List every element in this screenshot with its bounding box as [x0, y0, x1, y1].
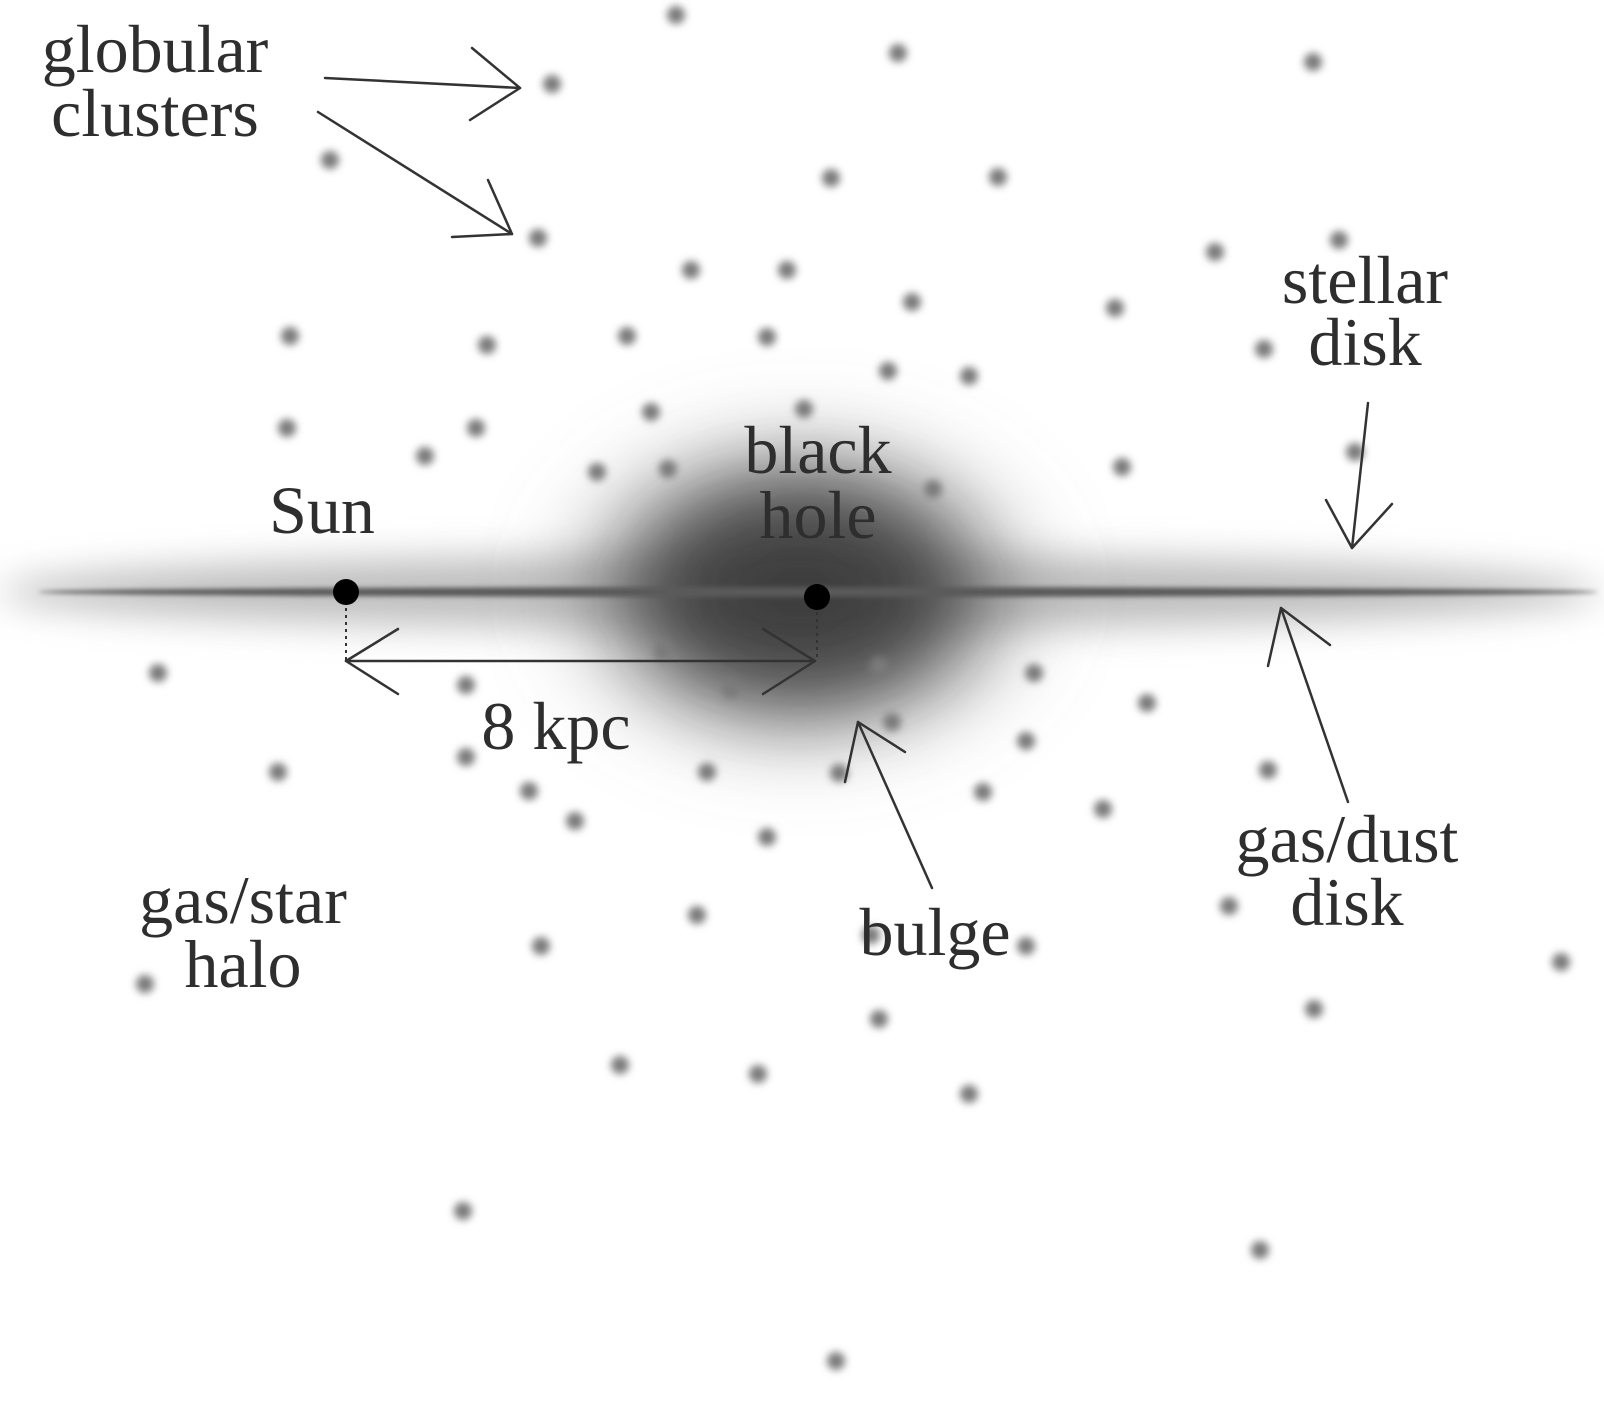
globular-cluster-dot [960, 1085, 978, 1103]
globular-arrow-upper-head [468, 46, 522, 122]
globular-cluster-dot [149, 664, 167, 682]
dotted-guides [345, 594, 818, 660]
globular-cluster-dot [827, 1352, 845, 1370]
globular-cluster-dot [1304, 53, 1322, 71]
globular-cluster-dot [529, 229, 547, 247]
globular-cluster-dot [883, 713, 901, 731]
globular-cluster-dot [924, 480, 942, 498]
globular-cluster-dot [1220, 897, 1238, 915]
globular-cluster-dot [722, 680, 740, 698]
globular-cluster-dot [1305, 1000, 1323, 1018]
globular-cluster-dot [588, 463, 606, 481]
black-hole-label-line2: hole [759, 477, 876, 553]
globular-cluster-dot [457, 676, 475, 694]
globular-cluster-dot [974, 783, 992, 801]
stellar-disk-arrow [1350, 401, 1370, 550]
globular-cluster-dot [1017, 937, 1035, 955]
globular-cluster-dot [136, 975, 154, 993]
globular-cluster-dot [520, 782, 538, 800]
globular-cluster-dot [457, 748, 475, 766]
globular-cluster-dot [688, 906, 706, 924]
globular-cluster-dot [682, 261, 700, 279]
globular-cluster-dot [566, 812, 584, 830]
globular-arrow-upper [323, 76, 522, 90]
globular-cluster-dot [654, 642, 672, 660]
globular-cluster-dot [1206, 243, 1224, 261]
globular-cluster-dot [758, 328, 776, 346]
globular-cluster-dot [1330, 231, 1348, 249]
globular-cluster-dot [1017, 732, 1035, 750]
arrows [316, 46, 1394, 890]
globular-cluster-dot [478, 336, 496, 354]
globular-cluster-dot [1138, 694, 1156, 712]
globular-cluster-dot [642, 403, 660, 421]
globular-cluster-dot [659, 460, 677, 478]
globular-clusters [136, 6, 1570, 1370]
globular-cluster-dot [989, 168, 1007, 186]
globular-cluster-dot [870, 657, 888, 675]
bulge-label: bulge [859, 894, 1010, 970]
globular-cluster-dot [611, 1056, 629, 1074]
globular-clusters-label-line2: clusters [51, 75, 259, 151]
globular-cluster-dot [278, 419, 296, 437]
halo-label-line2: halo [184, 926, 301, 1002]
globular-cluster-dot [749, 1065, 767, 1083]
globular-cluster-dot [416, 447, 434, 465]
globular-cluster-dot [1106, 299, 1124, 317]
globular-cluster-dot [960, 367, 978, 385]
globular-cluster-dot [532, 937, 550, 955]
globular-cluster-dot [889, 44, 907, 62]
globular-cluster-dot [269, 763, 287, 781]
bulge-arrow [856, 720, 934, 890]
globular-cluster-dot [1094, 800, 1112, 818]
globular-cluster-dot [543, 75, 561, 93]
globular-cluster-dot [795, 400, 813, 418]
distance-label: 8 kpc [481, 688, 630, 764]
gas-dust-disk-label-line1: gas/dust [1236, 801, 1459, 877]
globular-cluster-dot [1552, 953, 1570, 971]
globular-arrow-lower [316, 110, 514, 236]
stellar-disk-arrow-head [1324, 498, 1394, 550]
globular-cluster-dot [830, 764, 848, 782]
globular-cluster-dot [698, 763, 716, 781]
gas-dust-disk-arrow [1279, 606, 1350, 804]
black-hole-marker [804, 584, 830, 610]
sun-label: Sun [269, 472, 375, 548]
globular-cluster-dot [879, 362, 897, 380]
distance-arrow-right-head [761, 627, 817, 696]
globular-cluster-dot [758, 828, 776, 846]
halo-label-line1: gas/star [139, 862, 347, 938]
sun-marker [333, 579, 359, 605]
globular-cluster-dot [1259, 761, 1277, 779]
globular-cluster-dot [862, 926, 880, 944]
globular-cluster-dot [618, 327, 636, 345]
globular-cluster-dot [1255, 340, 1273, 358]
distance-arrow-left-head [344, 627, 400, 696]
stellar-disk-label-line1: stellar [1282, 242, 1449, 318]
gas-dust-disk-arrow-head [1266, 606, 1332, 668]
globular-cluster-dot [1346, 443, 1364, 461]
globular-clusters-label-line1: globular [42, 11, 269, 87]
globular-cluster-dot [870, 1010, 888, 1028]
globular-cluster-dot [667, 6, 685, 24]
globular-arrow-lower-head [450, 178, 514, 239]
stellar-disk-label-line2: disk [1308, 304, 1421, 380]
black-hole-label-line1: black [744, 412, 891, 488]
globular-cluster-dot [1113, 458, 1131, 476]
globular-cluster-dot [454, 1202, 472, 1220]
globular-cluster-dot [281, 327, 299, 345]
gas-dust-disk-label-line2: disk [1290, 864, 1403, 940]
globular-cluster-dot [822, 169, 840, 187]
globular-cluster-dot [903, 293, 921, 311]
globular-cluster-dot [1025, 664, 1043, 682]
globular-cluster-dot [321, 151, 339, 169]
globular-cluster-dot [467, 419, 485, 437]
globular-cluster-dot [1251, 1241, 1269, 1259]
bulge-arrow-head [843, 720, 907, 784]
globular-cluster-dot [778, 261, 796, 279]
